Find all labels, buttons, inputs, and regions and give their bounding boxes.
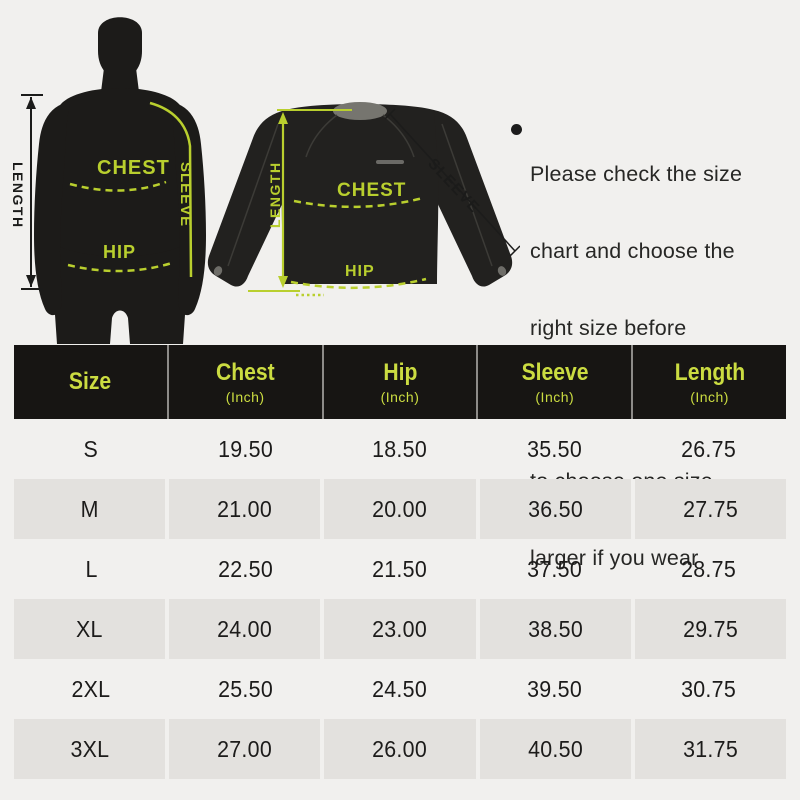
cell-chest: 21.00: [165, 479, 321, 539]
cell-length: 31.75: [630, 719, 787, 779]
cell-length: 27.75: [630, 479, 787, 539]
shirt-length-measure: [248, 109, 352, 297]
cell-length: 28.75: [681, 555, 737, 582]
body-length-label: LENGTH: [10, 162, 26, 229]
cell-chest: 19.50: [218, 435, 274, 462]
shirt-sleeve-measure: [384, 108, 520, 257]
body-silhouette: [34, 17, 206, 344]
body-sleeve-measure-line: [149, 101, 193, 278]
col-header-chest: Chest (Inch): [166, 345, 322, 419]
notice-line: larger if you wear: [530, 546, 699, 571]
cell-hip: 26.00: [320, 719, 476, 779]
cell-chest: 24.00: [165, 599, 321, 659]
col-header-sleeve: Sleeve (Inch): [476, 345, 631, 419]
bullet-icon: [511, 124, 522, 135]
body-sleeve-label: SLEEVE: [177, 162, 194, 228]
shirt-right-sleeve: [416, 110, 513, 287]
shirt-length-label: LENGTH: [267, 161, 283, 228]
cell-chest: 25.50: [218, 675, 274, 702]
col-header-label: Length: [674, 359, 745, 386]
shirt-left-cuff-thumbhole: [213, 266, 223, 276]
cell-length: 29.75: [630, 599, 787, 659]
body-length-measure: [21, 94, 43, 290]
body-hip-label: HIP: [103, 242, 137, 262]
cell-hip: 18.50: [372, 435, 428, 462]
col-header-length: Length (Inch): [631, 345, 786, 419]
body-head: [98, 17, 142, 79]
cell-length: 30.75: [681, 675, 737, 702]
cell-sleeve: 36.50: [475, 479, 631, 539]
size-table-header: Size Chest (Inch) Hip (Inch) Sleeve (Inc…: [14, 345, 786, 419]
cell-size: S: [83, 435, 99, 462]
table-row-m: M 21.00 20.00 36.50 27.75: [14, 479, 787, 539]
cell-size: 3XL: [14, 719, 166, 779]
shirt-chest-dash-line: [293, 196, 424, 209]
shirt-left-sleeve: [207, 110, 304, 287]
body-hip-dash-line: [67, 261, 173, 273]
col-header-label: Size: [69, 368, 112, 395]
col-header-label: Chest: [215, 359, 275, 386]
cell-hip: 23.00: [320, 599, 476, 659]
cell-length: 26.75: [681, 435, 737, 462]
cell-hip: 21.50: [372, 555, 428, 582]
notice-line: chart and choose the: [530, 238, 735, 263]
body-hips-legs: [54, 246, 186, 344]
shirt-hip-label: HIP: [345, 263, 375, 280]
table-row-3xl: 3XL 27.00 26.00 40.50 31.75: [14, 719, 787, 779]
shirt-collar: [333, 102, 387, 120]
shirt-right-cuff-thumbhole: [497, 266, 507, 276]
col-header-unit: (Inch): [225, 389, 265, 405]
body-right-arm: [170, 104, 206, 316]
body-left-arm: [34, 104, 70, 316]
notice-line: Please check the size: [530, 162, 743, 187]
body-figure-illustration: [21, 17, 206, 344]
body-chest-dash-line: [69, 180, 167, 192]
cell-size: 2XL: [71, 675, 111, 702]
cell-sleeve: 39.50: [526, 675, 582, 702]
brand-mark: [376, 160, 404, 164]
notice-line: right size before: [530, 315, 687, 340]
cell-size: L: [85, 555, 98, 582]
col-header-unit: (Inch): [380, 389, 420, 405]
cell-sleeve: 37.50: [526, 555, 582, 582]
cell-sleeve: 38.50: [475, 599, 631, 659]
table-row-s: S 19.50 18.50 35.50 26.75: [14, 419, 786, 479]
cell-size: XL: [14, 599, 166, 659]
size-table: Size Chest (Inch) Hip (Inch) Sleeve (Inc…: [14, 345, 787, 779]
table-row-xl: XL 24.00 23.00 38.50 29.75: [14, 599, 787, 659]
cell-sleeve: 35.50: [526, 435, 582, 462]
cell-hip: 24.50: [372, 675, 428, 702]
col-header-hip: Hip (Inch): [321, 345, 477, 419]
shirt-seams: [227, 114, 493, 267]
shirt-body: [281, 104, 439, 284]
shirt-illustration: [207, 102, 520, 297]
table-row-l: L 22.50 21.50 37.50 28.75: [14, 539, 786, 599]
cell-hip: 20.00: [320, 479, 476, 539]
table-row-2xl: 2XL 25.50 24.50 39.50 30.75: [14, 659, 786, 719]
cell-chest: 27.00: [165, 719, 321, 779]
col-header-unit: (Inch): [535, 389, 575, 405]
col-header-label: Hip: [382, 359, 418, 386]
cell-chest: 22.50: [218, 555, 274, 582]
col-header-size: Size: [14, 345, 167, 419]
cell-sleeve: 40.50: [475, 719, 631, 779]
body-torso: [49, 88, 191, 258]
shirt-silhouette: [207, 104, 513, 287]
col-header-unit: (Inch): [690, 389, 729, 405]
body-chest-label: CHEST: [97, 157, 170, 179]
shirt-hip-dash-line: [290, 277, 427, 290]
shirt-chest-label: CHEST: [337, 180, 407, 201]
col-header-label: Sleeve: [521, 359, 589, 386]
cell-size: M: [14, 479, 166, 539]
